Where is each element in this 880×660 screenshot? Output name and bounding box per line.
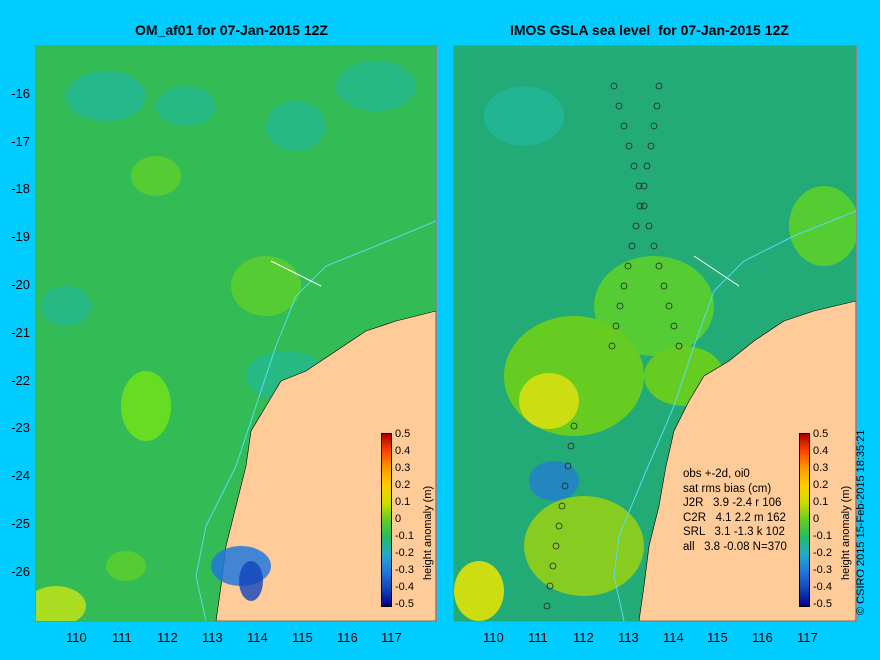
stats-line: SRL 3.1 -1.3 k 102: [683, 526, 785, 538]
colorbar-label: 0.3: [813, 462, 829, 474]
y-tick: -21: [11, 325, 30, 340]
y-tick: -26: [11, 564, 30, 579]
colorbar-label: 0: [395, 513, 402, 525]
left-map-panel: [35, 45, 437, 622]
left-colorbar: [381, 433, 392, 607]
colorbar-label: 0.1: [395, 496, 411, 508]
x-tick: 117: [797, 630, 818, 645]
x-tick: 113: [618, 630, 639, 645]
y-tick: -24: [11, 468, 30, 483]
y-tick: -20: [11, 277, 30, 292]
x-tick: 110: [483, 630, 504, 645]
x-tick: 114: [247, 630, 268, 645]
credit-text: © CSIRO 2015 15-Feb-2015 18:35:21: [855, 429, 867, 615]
colorbar-label: -0.4: [395, 581, 414, 593]
x-tick: 116: [337, 630, 358, 645]
colorbar-label: 0.3: [395, 462, 411, 474]
right-colorbar: [799, 433, 810, 607]
left-map-canvas: [36, 46, 436, 621]
colorbar-label: 0.2: [813, 479, 829, 491]
y-tick: -25: [11, 516, 30, 531]
right-map-panel: [453, 45, 857, 622]
colorbar-label: -0.5: [813, 598, 832, 610]
stats-line: obs +-2d, oi0: [683, 468, 750, 480]
stats-line: C2R 4.1 2.2 m 162: [683, 511, 786, 524]
x-tick: 113: [202, 630, 223, 645]
stats-line: sat rms bias (cm): [683, 482, 772, 495]
y-tick: -16: [11, 86, 30, 101]
y-tick: -17: [11, 134, 30, 149]
stats-line: J2R 3.9 -2.4 r 106: [683, 497, 782, 509]
left-colorbar-title: height anomaly (m): [422, 485, 434, 580]
x-tick: 111: [528, 630, 548, 645]
x-tick: 112: [157, 630, 178, 645]
x-tick: 115: [707, 630, 728, 645]
colorbar-label: -0.3: [813, 564, 832, 576]
colorbar-label: -0.3: [395, 564, 414, 576]
x-tick: 110: [66, 630, 87, 645]
right-colorbar-title: height anomaly (m): [840, 485, 852, 580]
colorbar-label: 0: [813, 513, 820, 525]
colorbar-label: 0.5: [813, 428, 829, 440]
y-tick: -19: [11, 229, 30, 244]
x-tick: 112: [573, 630, 594, 645]
y-tick: -22: [11, 373, 30, 388]
y-tick: -18: [11, 181, 30, 196]
colorbar-label: -0.1: [395, 530, 414, 542]
right-map-title: IMOS GSLA sea level for 07-Jan-2015 12Z: [510, 22, 789, 38]
colorbar-label: -0.2: [395, 547, 414, 559]
colorbar-label: -0.2: [813, 547, 832, 559]
colorbar-label: -0.4: [813, 581, 832, 593]
colorbar-label: 0.1: [813, 496, 829, 508]
colorbar-label: -0.5: [395, 598, 414, 610]
colorbar-label: -0.1: [813, 530, 832, 542]
colorbar-label: 0.2: [395, 479, 411, 491]
stats-box: obs +-2d, oi0 sat rms bias (cm) J2R 3.9 -2…: [683, 467, 787, 554]
stats-line: all 3.8 -0.08 N=370: [683, 540, 787, 553]
right-map-canvas: [454, 46, 856, 621]
y-tick: -23: [11, 420, 30, 435]
left-map-title: OM_af01 for 07-Jan-2015 12Z: [135, 22, 328, 38]
colorbar-label: 0.4: [813, 445, 829, 457]
x-tick: 114: [663, 630, 684, 645]
x-tick: 115: [292, 630, 313, 645]
x-tick: 111: [112, 630, 132, 645]
colorbar-label: 0.4: [395, 445, 411, 457]
x-tick: 117: [381, 630, 402, 645]
x-tick: 116: [752, 630, 773, 645]
colorbar-label: 0.5: [395, 428, 411, 440]
